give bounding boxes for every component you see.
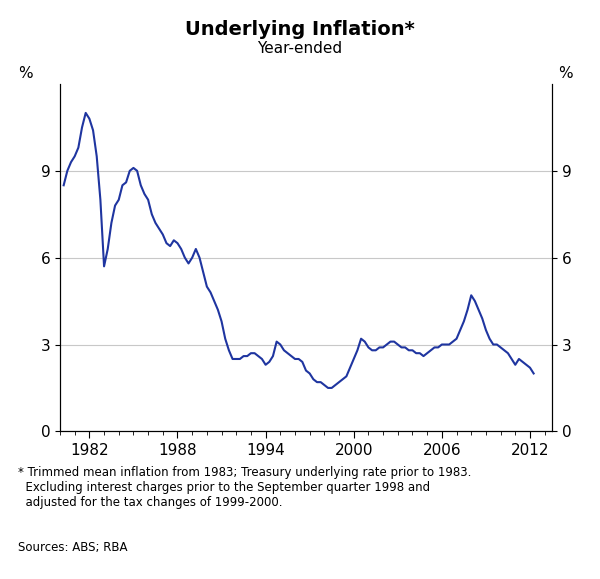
- Text: Underlying Inflation*: Underlying Inflation*: [185, 20, 415, 39]
- Text: * Trimmed mean inflation from 1983; Treasury underlying rate prior to 1983.
  Ex: * Trimmed mean inflation from 1983; Trea…: [18, 466, 472, 509]
- Text: Sources: ABS; RBA: Sources: ABS; RBA: [18, 541, 128, 554]
- Text: Year-ended: Year-ended: [257, 41, 343, 56]
- Text: %: %: [18, 66, 32, 81]
- Text: %: %: [558, 66, 572, 81]
